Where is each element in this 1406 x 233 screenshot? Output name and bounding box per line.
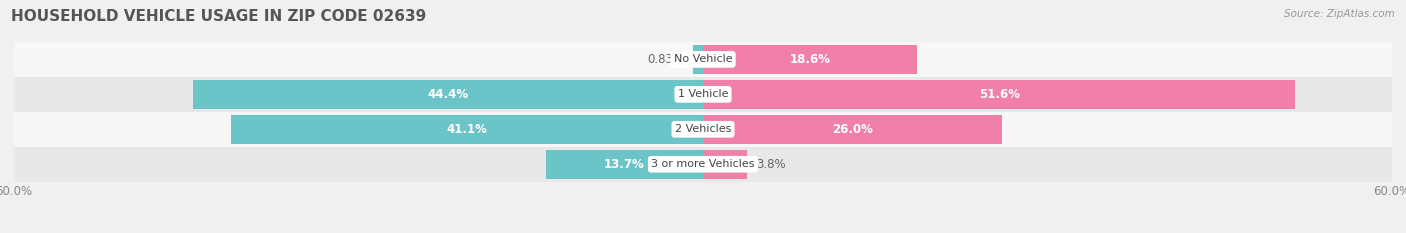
Bar (14, 112, 1392, 147)
Bar (703, 150, 747, 178)
Text: 26.0%: 26.0% (832, 123, 873, 136)
Bar (693, 45, 703, 74)
Text: 3 or more Vehicles: 3 or more Vehicles (651, 159, 755, 169)
Bar (14, 147, 1392, 182)
Text: 0.83%: 0.83% (647, 53, 685, 66)
Bar (703, 115, 1001, 144)
Text: No Vehicle: No Vehicle (673, 55, 733, 64)
Text: 2 Vehicles: 2 Vehicles (675, 124, 731, 134)
Bar (546, 150, 703, 178)
Bar (193, 80, 703, 109)
Text: Source: ZipAtlas.com: Source: ZipAtlas.com (1284, 9, 1395, 19)
Bar (703, 45, 917, 74)
Text: HOUSEHOLD VEHICLE USAGE IN ZIP CODE 02639: HOUSEHOLD VEHICLE USAGE IN ZIP CODE 0263… (11, 9, 426, 24)
Bar (14, 42, 1392, 77)
Bar (14, 77, 1392, 112)
Bar (703, 80, 1295, 109)
Text: 18.6%: 18.6% (789, 53, 831, 66)
Bar (231, 115, 703, 144)
Text: 1 Vehicle: 1 Vehicle (678, 89, 728, 99)
Text: 41.1%: 41.1% (447, 123, 488, 136)
Text: 44.4%: 44.4% (427, 88, 468, 101)
Text: 3.8%: 3.8% (756, 158, 786, 171)
Text: 13.7%: 13.7% (605, 158, 645, 171)
Text: 51.6%: 51.6% (979, 88, 1019, 101)
